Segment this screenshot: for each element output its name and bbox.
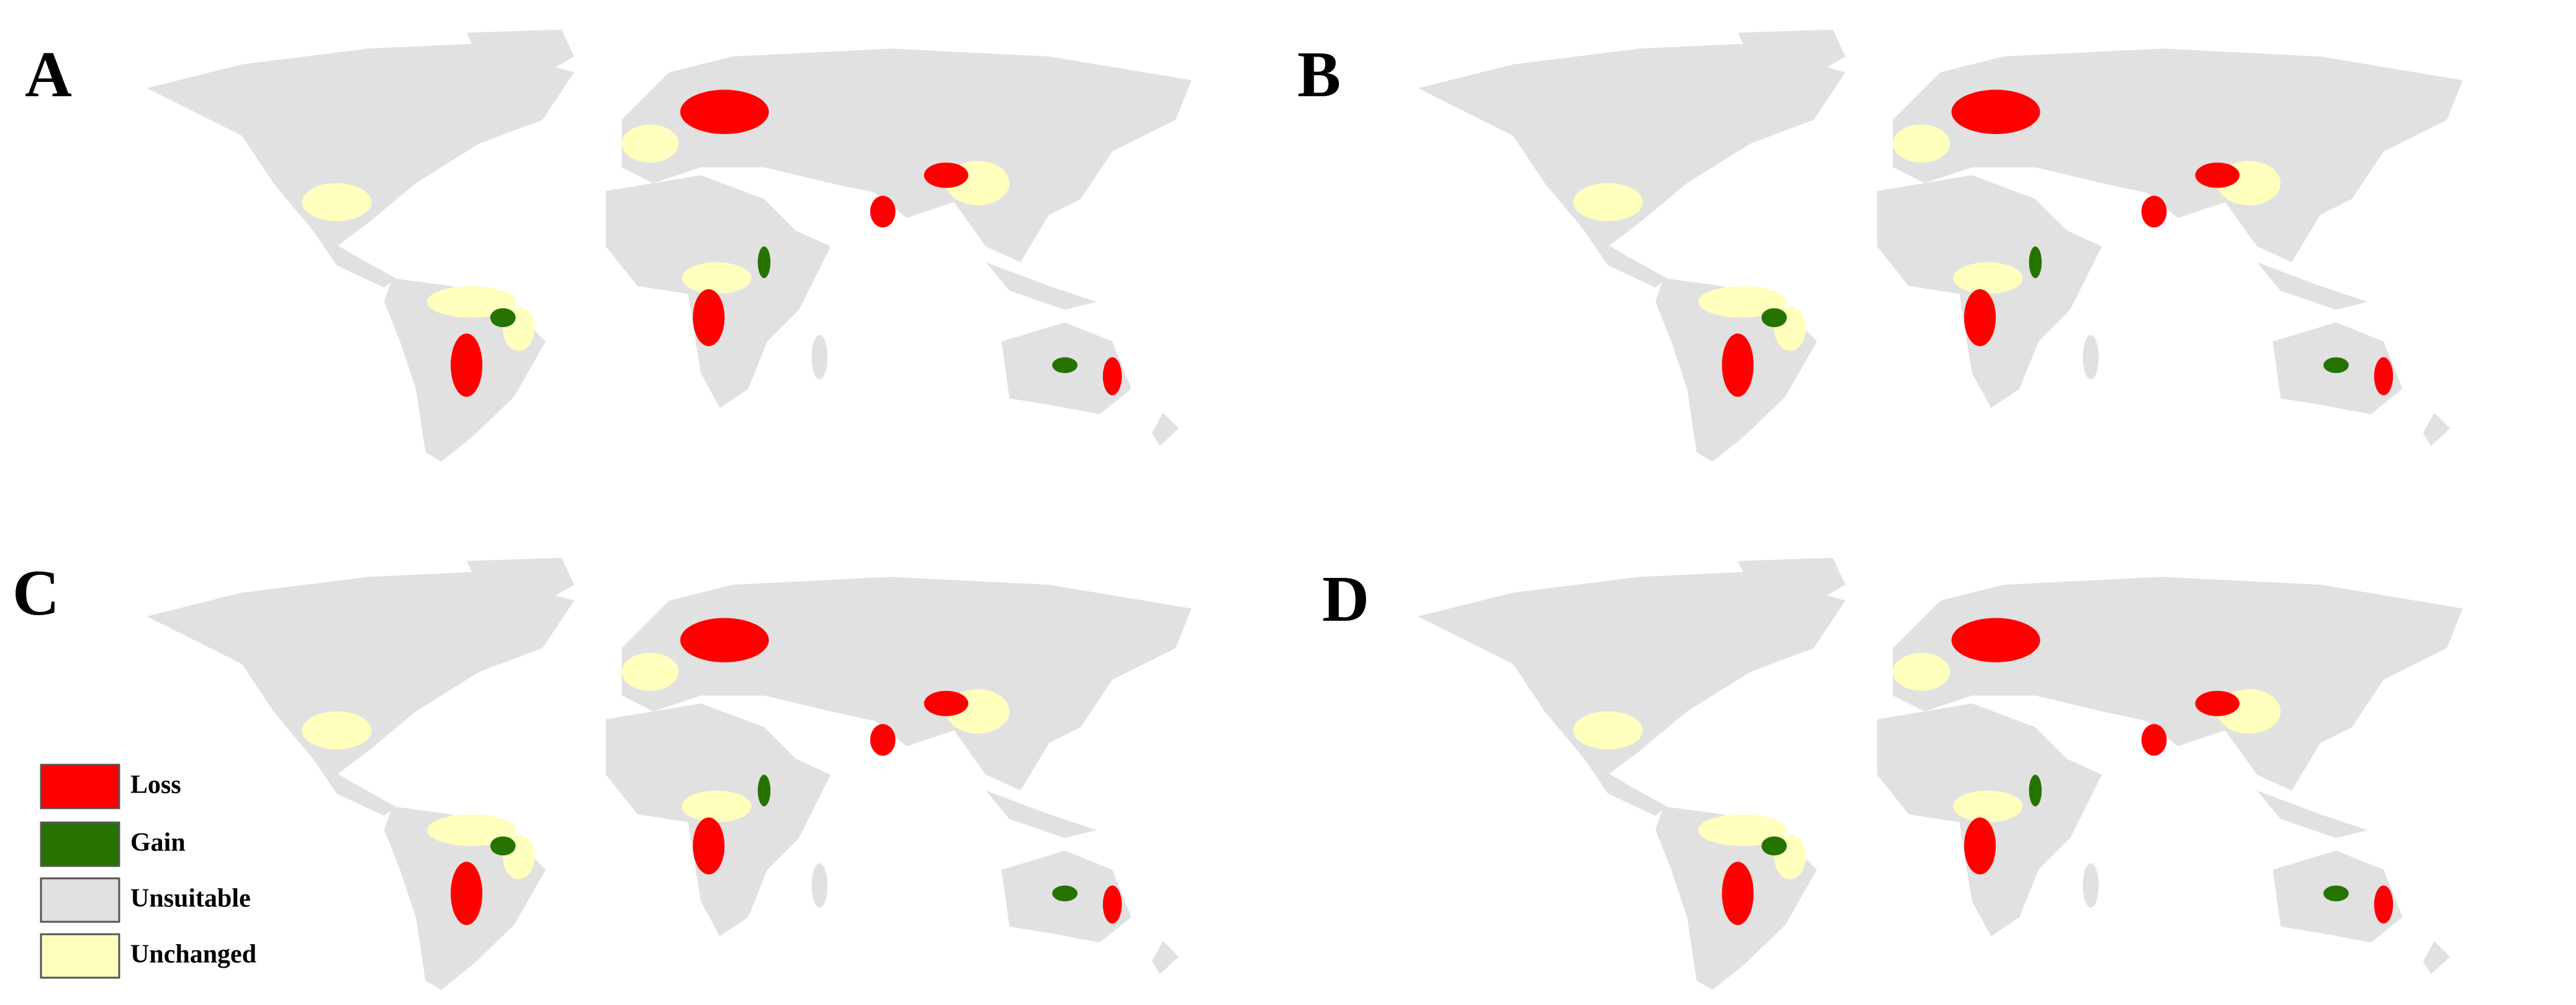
panel-label: C: [12, 556, 60, 629]
legend-label: Unsuitable: [130, 885, 251, 913]
map-a: [146, 29, 1192, 462]
panel-label: D: [1322, 562, 1369, 635]
map-c: [146, 557, 1192, 990]
legend-label: Loss: [130, 771, 181, 800]
legend-label: Unchanged: [130, 940, 256, 969]
legend-swatch: [40, 877, 120, 923]
legend-swatch: [40, 764, 120, 809]
legend-swatch: [40, 933, 120, 979]
map-d: [1418, 557, 2463, 990]
legend-label: Gain: [130, 829, 186, 857]
legend: Loss Gain Unsuitable Unchanged: [40, 764, 256, 979]
legend-swatch: [40, 821, 120, 867]
map-b: [1418, 29, 2463, 462]
panel-label: B: [1297, 38, 1341, 110]
panel-label: A: [25, 38, 72, 110]
